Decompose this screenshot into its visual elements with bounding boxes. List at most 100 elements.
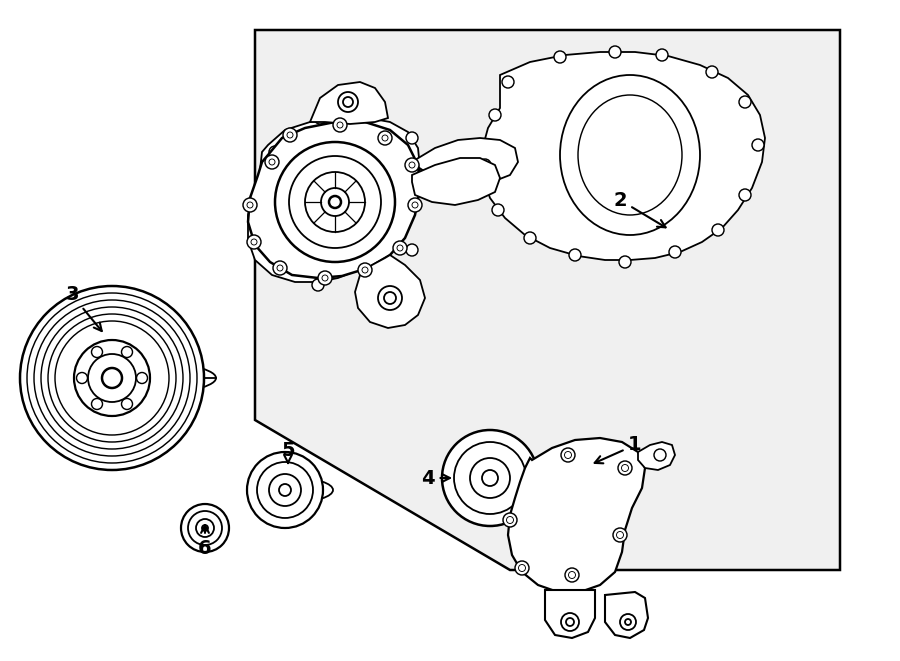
Circle shape [479,159,491,171]
Circle shape [251,239,257,245]
Circle shape [122,346,132,358]
Circle shape [274,256,286,268]
Circle shape [92,399,103,409]
Circle shape [382,135,388,141]
Circle shape [305,172,365,232]
Circle shape [622,465,628,471]
Circle shape [338,92,358,112]
Circle shape [122,399,132,409]
Circle shape [566,618,574,626]
Circle shape [362,279,374,291]
Circle shape [289,156,381,248]
Circle shape [518,564,526,572]
Circle shape [88,354,136,402]
Ellipse shape [578,95,682,215]
Circle shape [337,122,343,128]
Text: 5: 5 [281,440,295,463]
Circle shape [269,146,281,158]
Circle shape [378,286,402,310]
Circle shape [564,451,572,459]
Circle shape [524,232,536,244]
Circle shape [502,76,514,88]
Circle shape [283,128,297,142]
Circle shape [515,561,529,575]
Circle shape [277,265,283,271]
Circle shape [247,202,253,208]
Polygon shape [482,52,765,260]
Circle shape [362,267,368,273]
Circle shape [489,109,501,121]
Circle shape [196,519,214,537]
Circle shape [314,112,326,124]
Polygon shape [248,118,420,282]
Circle shape [412,202,418,208]
Circle shape [265,155,279,169]
Circle shape [243,198,257,212]
Polygon shape [310,82,388,124]
Circle shape [442,430,538,526]
Circle shape [275,142,395,262]
Circle shape [482,470,498,486]
Circle shape [609,46,621,58]
Circle shape [414,184,426,196]
Circle shape [492,204,504,216]
Text: 2: 2 [613,190,666,227]
Circle shape [188,511,222,545]
Circle shape [405,158,419,172]
Polygon shape [545,590,595,638]
Circle shape [74,340,150,416]
Circle shape [318,271,332,285]
Circle shape [322,275,328,281]
Circle shape [470,458,510,498]
Polygon shape [255,30,840,570]
Circle shape [620,614,636,630]
Circle shape [408,198,422,212]
Circle shape [321,188,349,216]
Circle shape [393,241,407,255]
Circle shape [569,249,581,261]
Circle shape [333,118,347,132]
Circle shape [273,261,287,275]
Polygon shape [415,138,518,185]
Ellipse shape [560,75,700,235]
Polygon shape [248,122,420,278]
Circle shape [613,528,627,542]
Circle shape [92,346,103,358]
Circle shape [503,513,517,527]
Circle shape [329,196,341,208]
Circle shape [656,49,668,61]
Circle shape [247,235,261,249]
Polygon shape [508,438,645,592]
Polygon shape [412,158,500,205]
Polygon shape [638,442,675,470]
Polygon shape [605,592,648,638]
Circle shape [343,97,353,107]
Circle shape [279,484,291,496]
Circle shape [454,442,526,514]
Circle shape [712,224,724,236]
Circle shape [287,132,293,138]
Circle shape [362,112,374,124]
Circle shape [378,131,392,145]
Circle shape [739,96,751,108]
Circle shape [102,368,122,388]
Circle shape [706,66,718,78]
Circle shape [181,504,229,552]
Circle shape [554,51,566,63]
Circle shape [739,189,751,201]
Circle shape [269,474,301,506]
Circle shape [409,162,415,168]
Circle shape [384,292,396,304]
Circle shape [247,452,323,528]
Circle shape [406,132,418,144]
Circle shape [507,516,514,524]
Circle shape [269,159,275,165]
Circle shape [406,244,418,256]
Circle shape [561,448,575,462]
Circle shape [669,246,681,258]
Text: 6: 6 [198,525,212,557]
Text: 3: 3 [65,286,102,331]
Circle shape [616,531,624,539]
Circle shape [312,279,324,291]
Circle shape [561,613,579,631]
